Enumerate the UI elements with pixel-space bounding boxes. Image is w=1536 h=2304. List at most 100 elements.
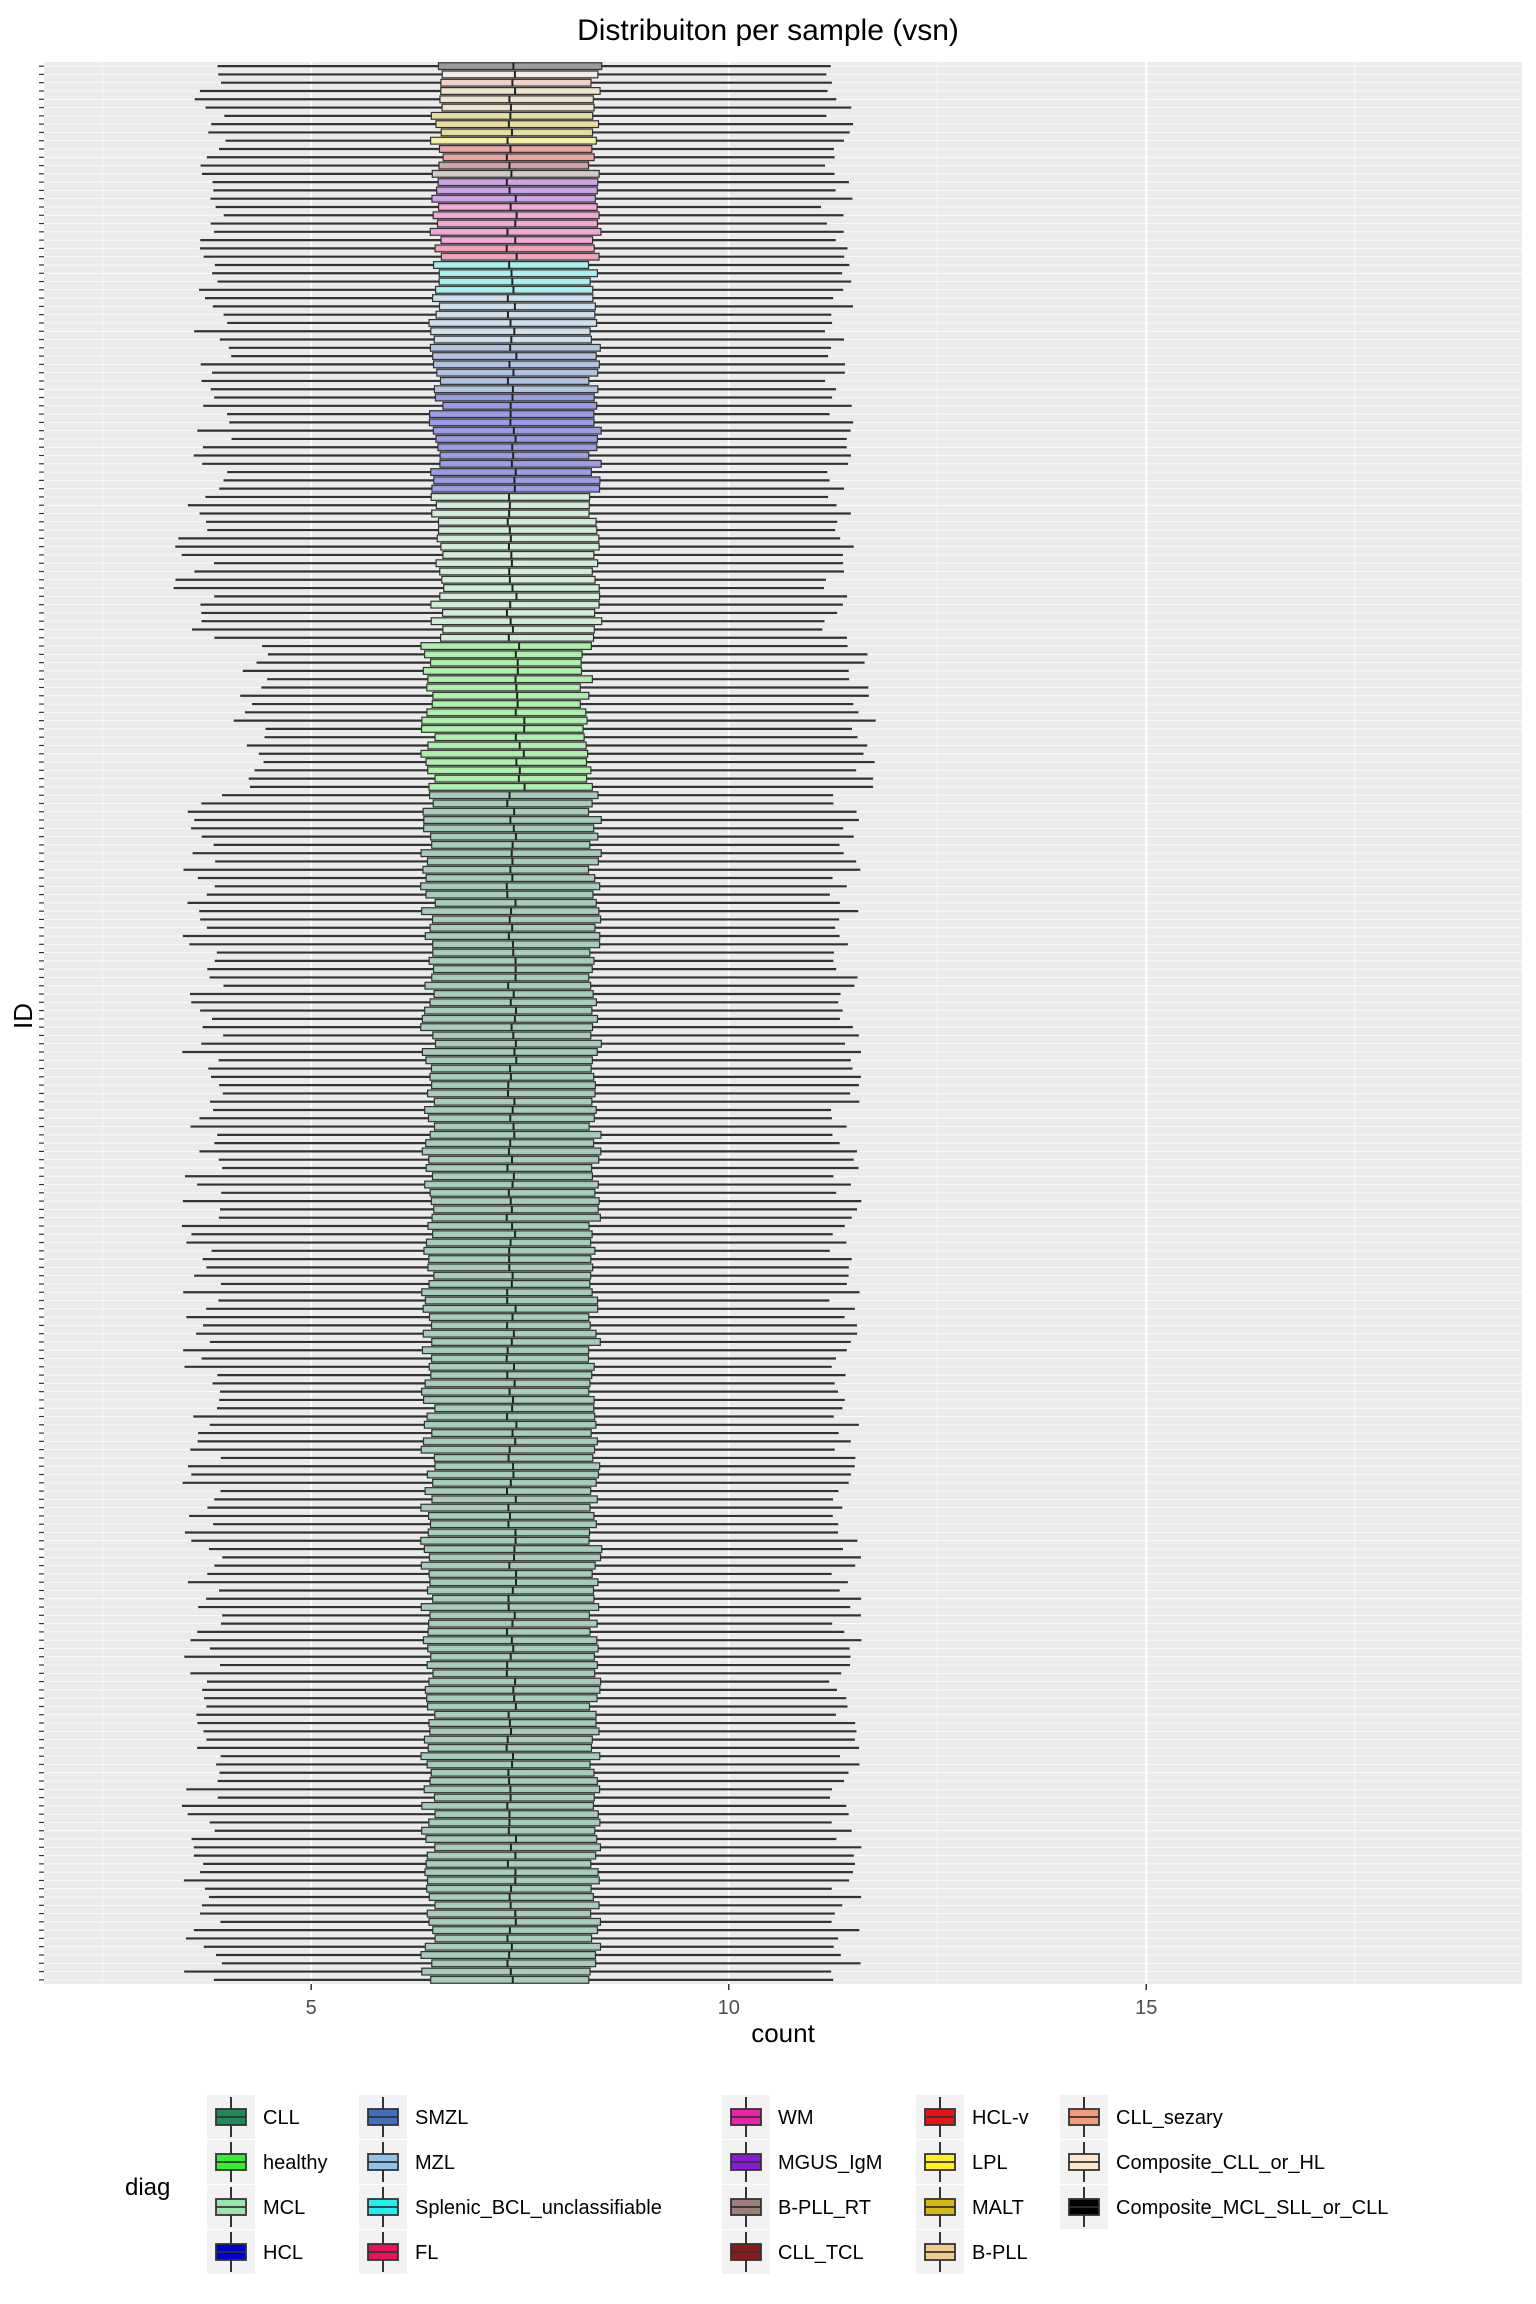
iqr-box [421, 1346, 590, 1355]
iqr-box [434, 1810, 599, 1819]
sample-box [211, 1072, 861, 1081]
y-axis-ticks [39, 65, 44, 1981]
iqr-box [428, 418, 595, 427]
sample-box [222, 1089, 851, 1098]
sample-box [183, 1346, 847, 1355]
sample-box [248, 774, 874, 783]
iqr-box [428, 1362, 595, 1371]
iqr-box [433, 1205, 599, 1214]
sample-box [202, 1685, 837, 1694]
iqr-box [432, 1669, 596, 1678]
sample-box [211, 120, 854, 129]
sample-box [214, 633, 847, 642]
sample-box [210, 219, 827, 228]
iqr-box [423, 1785, 601, 1794]
iqr-box [430, 492, 591, 501]
iqr-box [426, 708, 587, 717]
sample-box [183, 1288, 860, 1297]
iqr-box [428, 1569, 593, 1578]
legend-key [207, 2230, 255, 2274]
iqr-box [439, 451, 590, 460]
iqr-box [430, 1768, 595, 1777]
sample-box [194, 1271, 849, 1280]
iqr-box [427, 675, 593, 684]
sample-box [219, 1387, 839, 1396]
iqr-box [423, 816, 602, 825]
iqr-box [420, 1503, 591, 1512]
iqr-box [427, 1511, 595, 1520]
iqr-box [428, 1313, 590, 1322]
legend-label: SMZL [415, 2107, 468, 2129]
sample-box [201, 376, 826, 385]
sample-box [203, 1727, 857, 1736]
sample-box [220, 1917, 832, 1926]
iqr-box [438, 144, 593, 153]
iqr-box [426, 1760, 591, 1769]
sample-box [254, 766, 857, 775]
iqr-box [436, 186, 598, 195]
sample-box [218, 144, 834, 153]
sample-box [193, 451, 851, 460]
sample-box [227, 468, 828, 477]
x-tick-label: 5 [306, 1997, 317, 2019]
sample-box [220, 1279, 847, 1288]
legend-key [359, 2140, 407, 2184]
iqr-box [423, 650, 583, 659]
sample-box [218, 1296, 830, 1305]
sample-box [200, 1909, 835, 1918]
sample-box [209, 1818, 832, 1827]
iqr-box [428, 1279, 591, 1288]
sample-box [196, 1710, 836, 1719]
iqr-box [421, 1147, 602, 1156]
sample-box [187, 1810, 849, 1819]
iqr-box [428, 318, 598, 327]
sample-box [184, 1362, 832, 1371]
legend-label: CLL [263, 2107, 300, 2129]
iqr-box [432, 965, 593, 974]
iqr-box [442, 625, 595, 634]
sample-box [190, 1445, 835, 1454]
legend-key [359, 2230, 407, 2274]
sample-box [223, 981, 855, 990]
iqr-box [432, 1594, 595, 1603]
sample-box [201, 832, 854, 841]
sample-box [219, 484, 845, 493]
sample-box [221, 78, 832, 87]
iqr-box [433, 385, 599, 394]
sample-box [231, 434, 847, 443]
iqr-box [437, 526, 598, 535]
sample-box [249, 782, 874, 791]
legend-key [916, 2140, 964, 2184]
sample-box [189, 990, 841, 999]
iqr-box [433, 335, 592, 344]
legend: diag CLL healthy MCL HCL SMZL MZL Splenic_BCL_… [125, 2095, 1388, 2274]
sample-box [197, 1719, 856, 1728]
sample-box [220, 1487, 839, 1496]
iqr-box [430, 832, 599, 841]
iqr-box [437, 178, 599, 187]
sample-box [211, 1246, 830, 1255]
sample-box [199, 509, 851, 518]
iqr-box [427, 1528, 591, 1537]
iqr-box [432, 360, 600, 369]
sample-box [200, 161, 826, 170]
sample-box [209, 973, 858, 982]
iqr-box [439, 592, 601, 601]
sample-box [206, 1263, 849, 1272]
sample-box [219, 1081, 859, 1090]
iqr-box [432, 1031, 592, 1040]
sample-box [182, 1197, 862, 1206]
iqr-box [429, 1777, 598, 1786]
sample-box [192, 849, 844, 858]
sample-box [201, 1354, 836, 1363]
sample-box [200, 915, 840, 924]
sample-box [190, 1122, 847, 1131]
iqr-box [428, 1155, 600, 1164]
iqr-box [434, 1710, 597, 1719]
sample-box [213, 840, 840, 849]
iqr-box [441, 608, 596, 617]
iqr-box [427, 1114, 595, 1123]
sample-box [219, 1661, 851, 1670]
iqr-box [429, 658, 582, 667]
sample-box [206, 153, 835, 162]
